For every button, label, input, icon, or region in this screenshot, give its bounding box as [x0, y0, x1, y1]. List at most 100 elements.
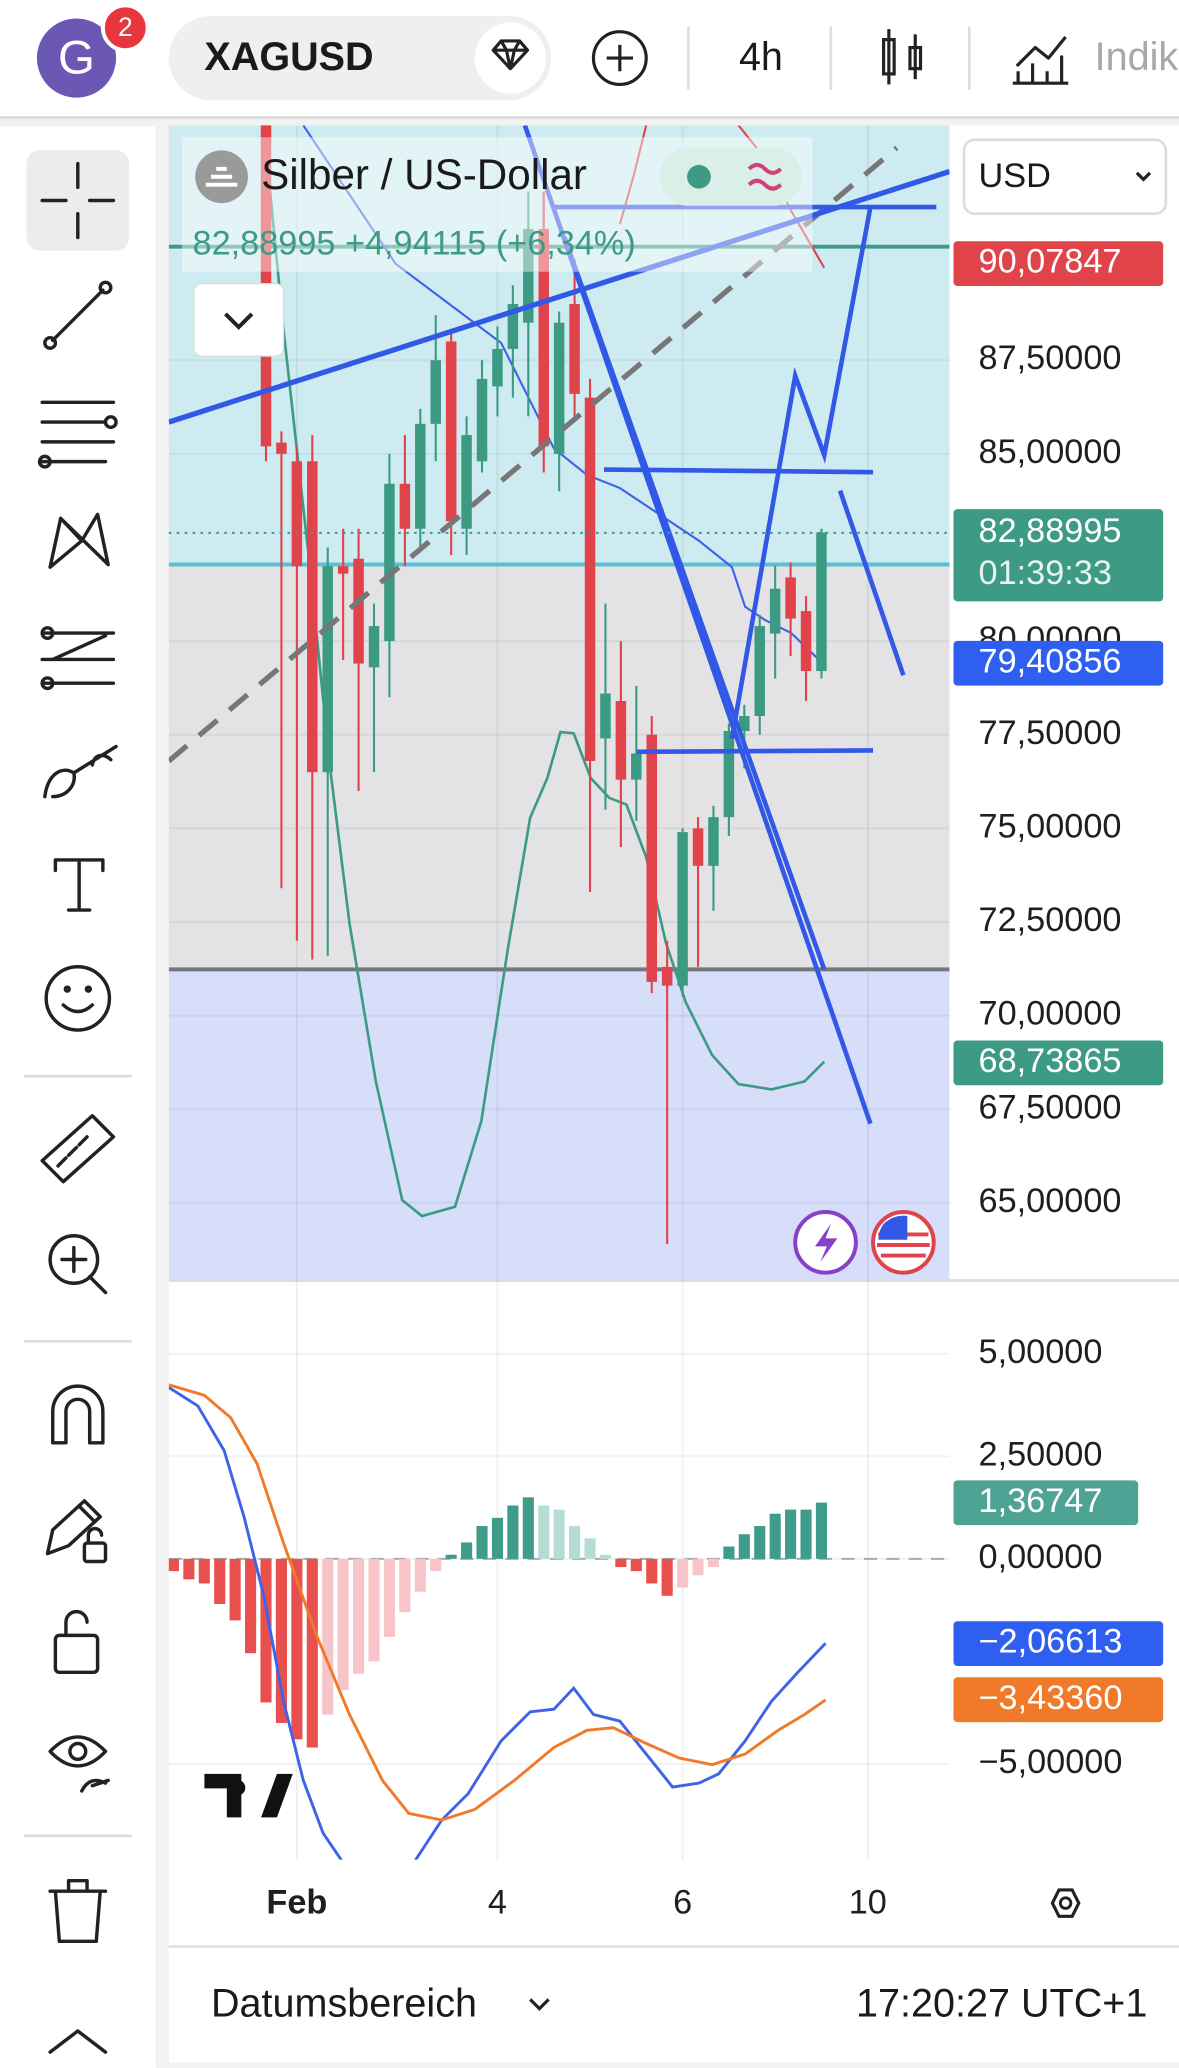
- value-badge-label: −2,06613: [979, 1623, 1123, 1661]
- legend-quote: 82,88995 +4,94115 (+6,34%): [193, 224, 636, 262]
- histogram-bar: [646, 1558, 658, 1584]
- candle-body: [661, 966, 673, 986]
- settings-button[interactable]: [1050, 1888, 1081, 1918]
- visibility-tool[interactable]: [48, 1735, 108, 1768]
- symbol-pill[interactable]: [168, 15, 552, 101]
- drawings: [168, 125, 950, 1125]
- y-tick-label: 0,00000: [979, 1538, 1103, 1576]
- candle-body: [368, 626, 380, 668]
- candle-body: [584, 397, 596, 761]
- icon-tool[interactable]: [44, 965, 112, 1032]
- value-badge: [953, 1480, 1139, 1526]
- more-tool[interactable]: [48, 2029, 108, 2054]
- candle-body: [445, 341, 457, 522]
- histogram-bar: [569, 1526, 581, 1559]
- currency-select[interactable]: [962, 138, 1168, 216]
- histogram-bar: [661, 1558, 673, 1596]
- notification-count: 2: [118, 12, 133, 42]
- candle-body: [291, 461, 303, 567]
- market-open-dot: [687, 164, 711, 189]
- candle-body: [615, 701, 627, 780]
- diamond-icon: [491, 39, 530, 71]
- candle-body: [415, 423, 426, 529]
- avatar-letter: G: [58, 31, 95, 84]
- histogram-bar: [275, 1558, 287, 1723]
- projection: [837, 489, 906, 677]
- status-pill[interactable]: [659, 147, 802, 206]
- price-badge-label: 68,73865: [979, 1042, 1122, 1080]
- histogram-bar: [599, 1554, 612, 1559]
- histogram-bar: [522, 1497, 534, 1559]
- interval[interactable]: 4h: [739, 35, 783, 79]
- candle-body: [816, 532, 827, 672]
- candle-body: [399, 483, 411, 529]
- chevron: [529, 1998, 550, 2011]
- legend-toggle[interactable]: [193, 282, 285, 357]
- histogram-bar: [306, 1558, 318, 1748]
- histogram-bar: [785, 1509, 797, 1559]
- plus-icon: [606, 44, 634, 72]
- delay-icon: [747, 162, 783, 191]
- candle-body: [708, 817, 719, 866]
- histogram-bar: [738, 1534, 750, 1559]
- settings-dot: [1058, 1896, 1073, 1910]
- prediction-tool[interactable]: [40, 631, 116, 685]
- fib-tool[interactable]: [40, 400, 116, 464]
- candle-body: [631, 753, 642, 780]
- crosshair-tool[interactable]: [40, 161, 116, 240]
- macd-line: [168, 1386, 343, 1860]
- candle-body: [276, 442, 287, 454]
- candle-body: [646, 734, 657, 982]
- histogram-bar: [245, 1558, 257, 1654]
- text-tool[interactable]: [53, 858, 105, 912]
- histogram: [168, 1497, 828, 1748]
- candle-body: [384, 483, 395, 642]
- clock[interactable]: 17:20:27 UTC+1: [856, 1981, 1147, 2025]
- footer: [168, 1946, 1179, 2063]
- horizontal-line: [636, 748, 874, 755]
- diamond-button[interactable]: [474, 22, 546, 94]
- ruler-tool[interactable]: [40, 1114, 116, 1184]
- compare-button[interactable]: [591, 30, 648, 87]
- histogram-bar: [461, 1542, 473, 1559]
- active-tool-bg: [26, 150, 130, 251]
- delete-tool[interactable]: [48, 1878, 108, 1944]
- indicators-label[interactable]: Indik: [1095, 35, 1179, 79]
- candle-body: [461, 435, 472, 529]
- candles: [260, 125, 827, 1245]
- projection: [729, 206, 873, 739]
- price-badge: [953, 241, 1164, 287]
- zoom-tool[interactable]: [48, 1234, 100, 1285]
- brush-tool[interactable]: [43, 744, 118, 799]
- indicators-icon[interactable]: [1012, 35, 1069, 85]
- channel-line: [562, 236, 827, 971]
- candle-body: [600, 693, 611, 739]
- avatar[interactable]: [36, 18, 117, 98]
- price-badge: [953, 1040, 1164, 1086]
- toolbar: [0, 126, 156, 2068]
- histogram-bar: [260, 1558, 272, 1703]
- symbol-logo-mark: [205, 166, 238, 187]
- magnet-tool[interactable]: [51, 1384, 105, 1445]
- draw-lock-tool[interactable]: [45, 1499, 102, 1556]
- candle-body: [337, 566, 349, 574]
- histogram-bar: [291, 1558, 303, 1740]
- trend-line: [168, 168, 950, 425]
- zone-middle: [168, 564, 950, 970]
- histogram-bar: [707, 1558, 720, 1568]
- pattern-tool[interactable]: [48, 512, 110, 569]
- chart-type-button[interactable]: [882, 29, 923, 85]
- histogram-bar: [183, 1558, 195, 1580]
- value-badge: [953, 1677, 1164, 1723]
- candle-body: [553, 322, 565, 454]
- lock-tool[interactable]: [53, 1633, 100, 1675]
- trendline-tool[interactable]: [51, 288, 105, 343]
- candle-body: [507, 304, 519, 349]
- histogram-bar: [491, 1517, 504, 1559]
- brand-logo: [204, 1773, 293, 1818]
- price-badge: [953, 640, 1164, 686]
- date-range[interactable]: Datumsbereich: [211, 1981, 477, 2025]
- value-badge: [953, 1621, 1164, 1667]
- candle-body: [769, 588, 781, 634]
- histogram-bar: [368, 1558, 380, 1662]
